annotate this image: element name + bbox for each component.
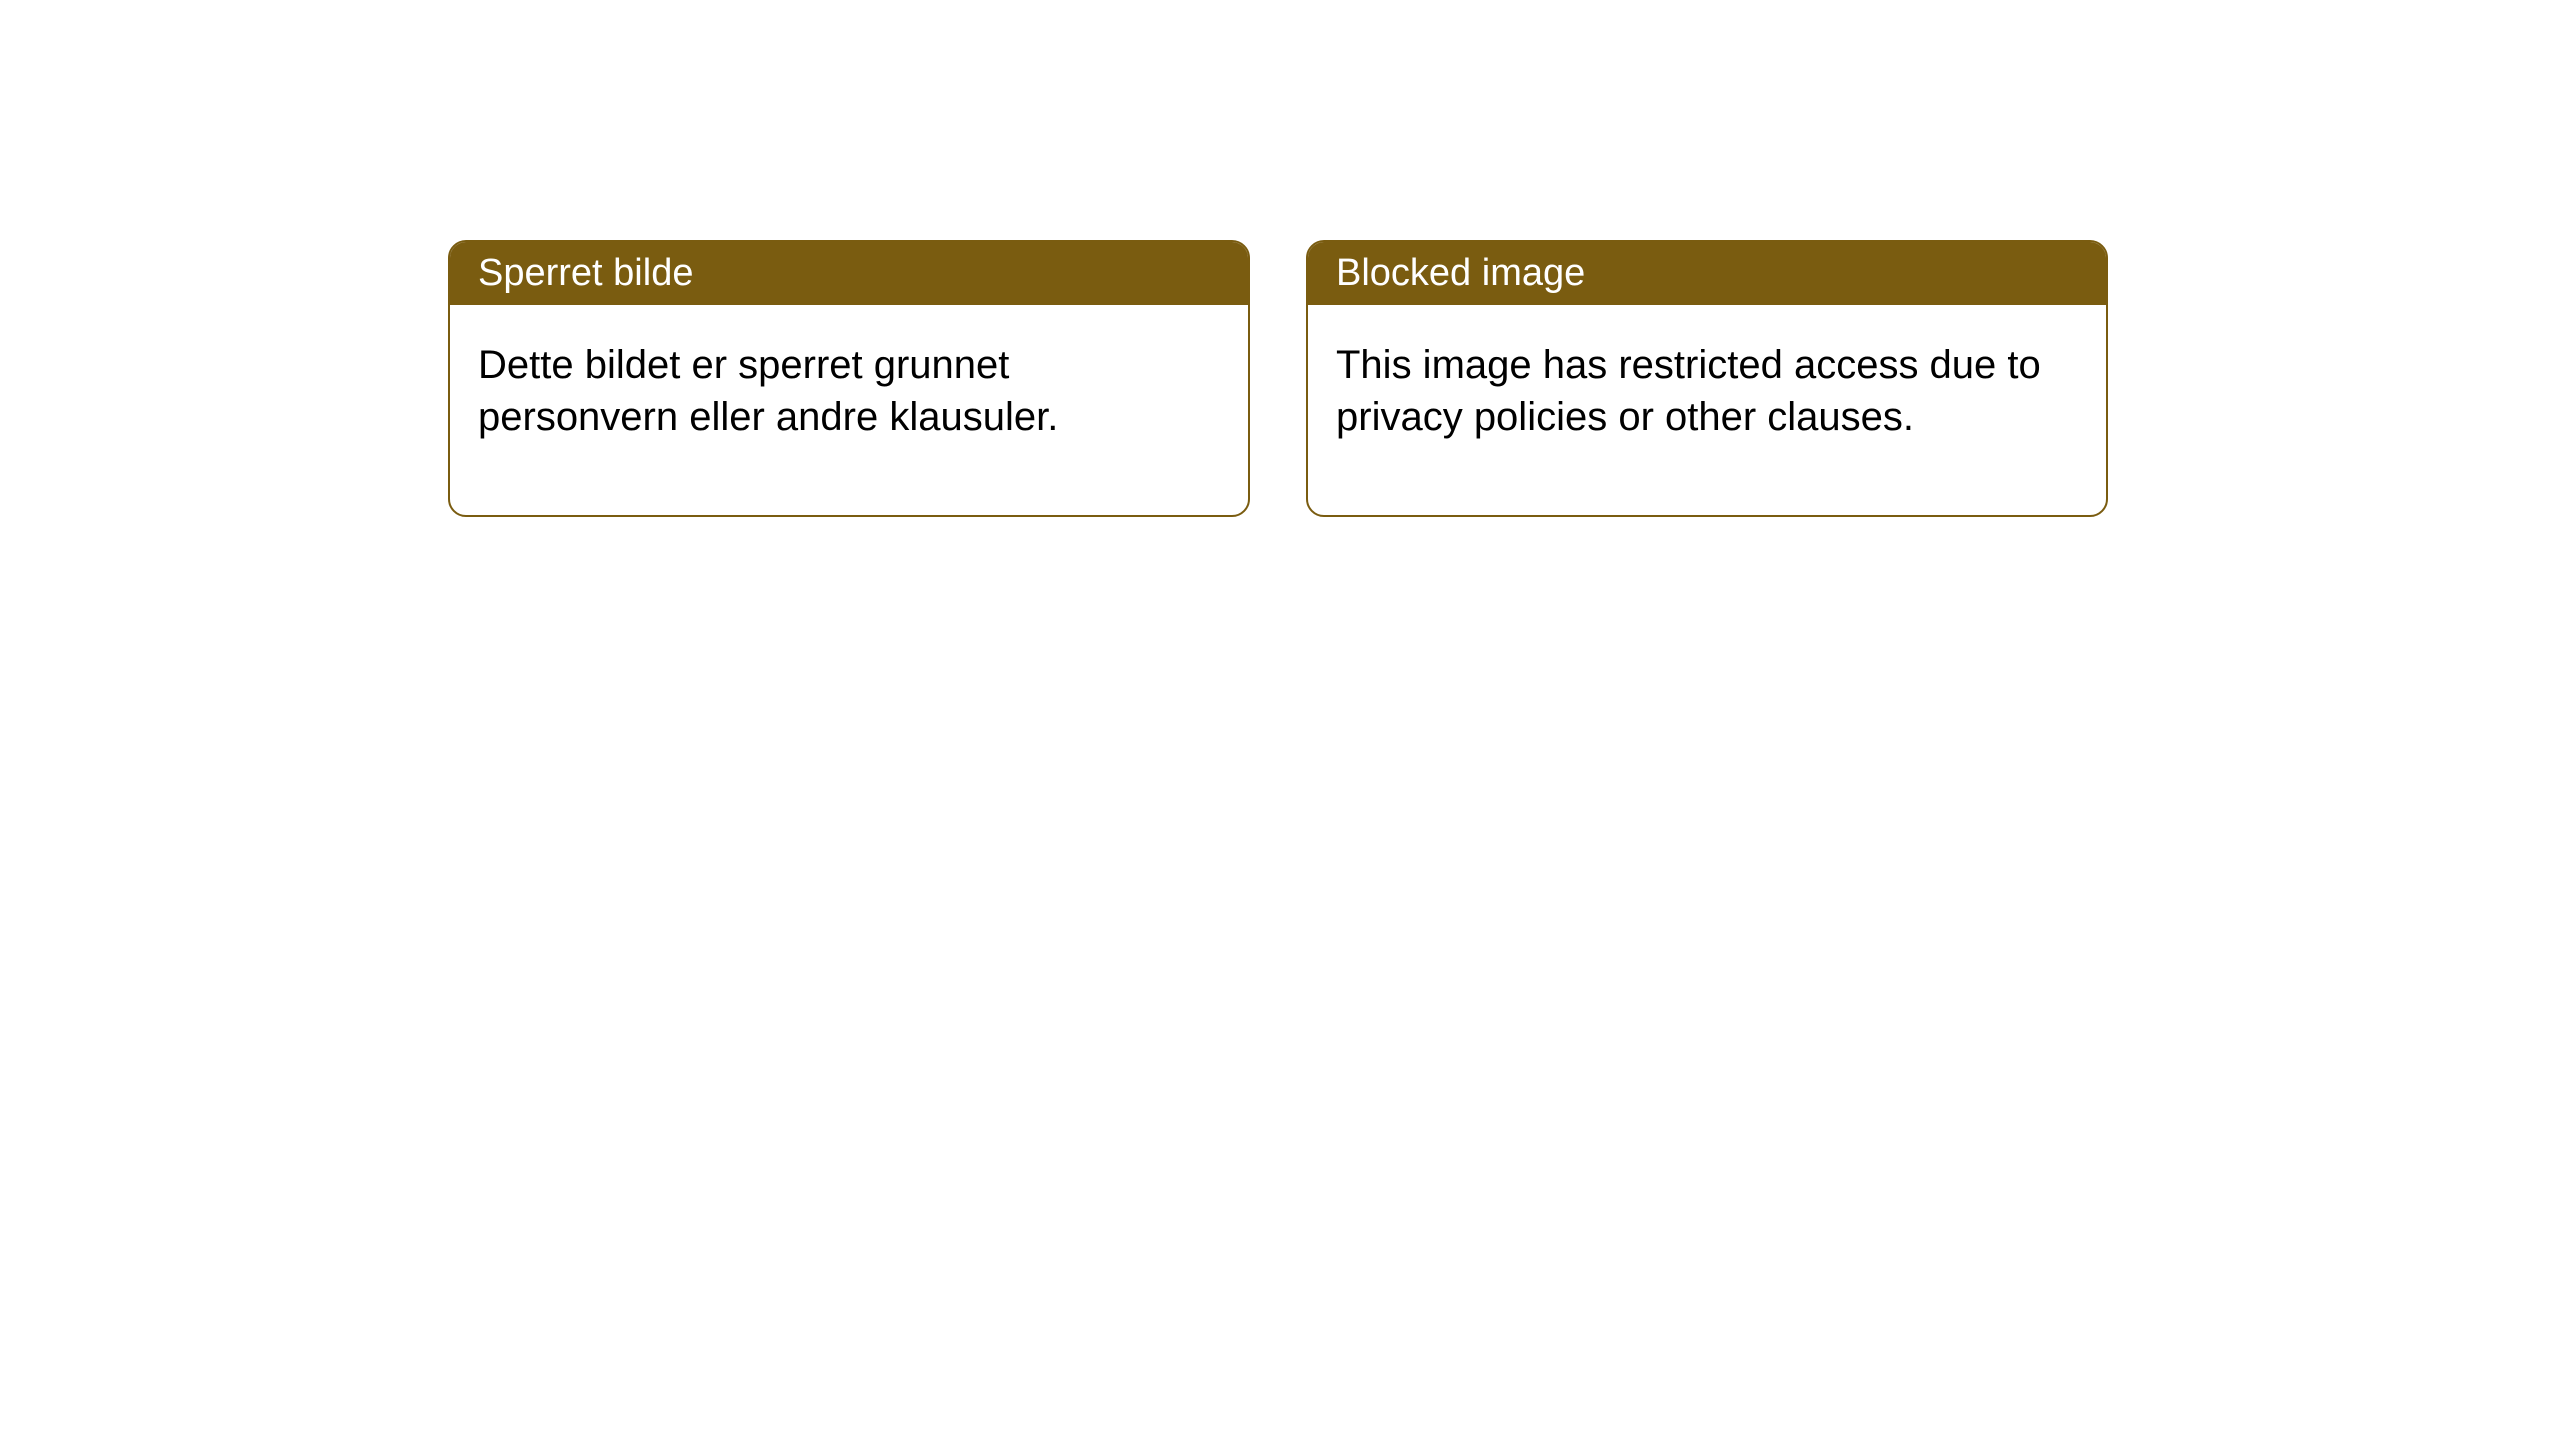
notice-body: This image has restricted access due to … [1308, 305, 2106, 515]
notice-message: This image has restricted access due to … [1336, 343, 2041, 439]
notice-cards-container: Sperret bilde Dette bildet er sperret gr… [0, 0, 2560, 517]
notice-card-norwegian: Sperret bilde Dette bildet er sperret gr… [448, 240, 1250, 517]
notice-body: Dette bildet er sperret grunnet personve… [450, 305, 1248, 515]
notice-title: Sperret bilde [478, 252, 693, 294]
notice-message: Dette bildet er sperret grunnet personve… [478, 343, 1058, 439]
notice-header: Sperret bilde [450, 242, 1248, 305]
notice-title: Blocked image [1336, 252, 1585, 294]
notice-header: Blocked image [1308, 242, 2106, 305]
notice-card-english: Blocked image This image has restricted … [1306, 240, 2108, 517]
